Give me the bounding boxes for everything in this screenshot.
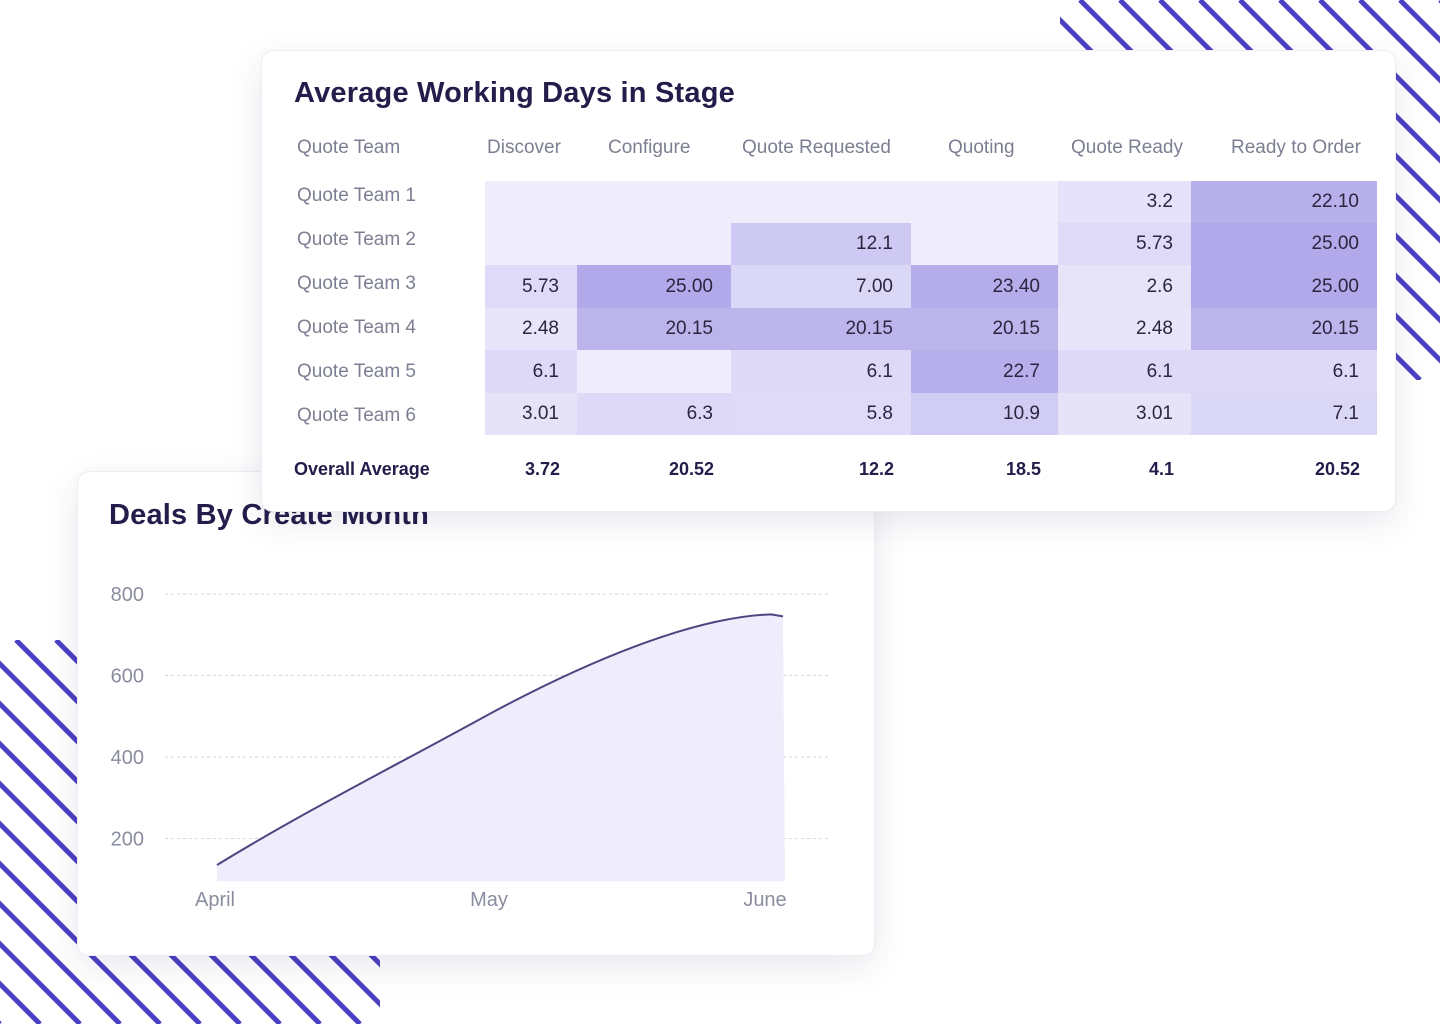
heatmap-cell: 20.15 xyxy=(577,308,731,350)
heatmap-cell: 6.1 xyxy=(731,350,911,393)
heatmap-cell: 6.1 xyxy=(1191,350,1377,393)
stripe xyxy=(1358,0,1440,84)
heatmap-cell xyxy=(731,181,911,223)
heatmap-cell: 7.00 xyxy=(731,265,911,308)
overall-average-value: 3.72 xyxy=(524,459,560,479)
y-tick-label: 400 xyxy=(111,747,144,769)
deals-area-chart: 200 400 600 800 April May June xyxy=(111,584,830,911)
heatmap-column-header: Quote Ready xyxy=(1071,137,1183,158)
heatmap-cell: 5.8 xyxy=(731,393,911,435)
heatmap-cell xyxy=(577,181,731,223)
heatmap-column-header: Ready to Order xyxy=(1231,137,1361,158)
heatmap-cell: 20.15 xyxy=(911,308,1058,350)
heatmap-row-label: Quote Team 3 xyxy=(297,273,417,294)
series-line xyxy=(216,613,784,866)
heatmap-row-label: Quote Team 4 xyxy=(297,317,417,338)
heatmap-cell xyxy=(911,181,1058,223)
heatmap-cell: 3.01 xyxy=(1058,393,1191,435)
heatmap-cell: 10.9 xyxy=(911,393,1058,435)
x-tick-label: April xyxy=(195,889,235,911)
heatmap-cell xyxy=(485,181,577,223)
heatmap-row-label: Quote Team 2 xyxy=(297,229,417,250)
stripe xyxy=(0,940,82,1024)
heatmap-cell xyxy=(577,350,731,393)
overall-average-label: Overall Average xyxy=(294,459,430,479)
overall-average-value: 20.52 xyxy=(668,459,714,479)
average-working-days-card: Average Working Days in Stage Quote Team… xyxy=(261,50,1396,512)
heatmap-cell: 6.3 xyxy=(577,393,731,435)
heatmap-cell: 6.1 xyxy=(485,350,577,393)
heatmap-cell: 25.00 xyxy=(577,265,731,308)
deals-by-create-month-card: Deals By Create Month 200 400 600 800 April M… xyxy=(77,471,875,956)
overall-average-value: 4.1 xyxy=(1148,459,1174,479)
heatmap-cell xyxy=(577,223,731,265)
heatmap-column-header: Discover xyxy=(487,137,561,158)
x-tick-label: June xyxy=(743,889,786,911)
heatmap-row-header: Quote Team xyxy=(297,137,401,158)
stripe xyxy=(0,860,162,1024)
heatmap-cell: 20.15 xyxy=(731,308,911,350)
heatmap-cell: 5.73 xyxy=(485,265,577,308)
stripe xyxy=(0,900,122,1024)
heatmap-column-header: Quoting xyxy=(948,137,1015,158)
heatmap-cell xyxy=(485,223,577,265)
heatmap-cell: 2.48 xyxy=(1058,308,1191,350)
y-tick-label: 600 xyxy=(111,666,144,688)
heatmap-cell: 22.10 xyxy=(1191,181,1377,223)
heatmap-column-header: Configure xyxy=(608,137,691,158)
heatmap-cell: 23.40 xyxy=(911,265,1058,308)
heatmap-cell: 22.7 xyxy=(911,350,1058,393)
heatmap-cell: 2.48 xyxy=(485,308,577,350)
stripe xyxy=(0,780,242,1024)
y-tick-label: 800 xyxy=(111,584,144,606)
heatmap-cell: 25.00 xyxy=(1191,223,1377,265)
heatmap-cell: 12.1 xyxy=(731,223,911,265)
heatmap-cell: 25.00 xyxy=(1191,265,1377,308)
heatmap-cell: 3.2 xyxy=(1058,181,1191,223)
overall-average-value: 18.5 xyxy=(1005,459,1041,479)
heatmap-cell: 3.01 xyxy=(485,393,577,435)
heatmap-row-label: Quote Team 6 xyxy=(297,405,417,426)
heatmap-cell: 20.15 xyxy=(1191,308,1377,350)
overall-average-value: 12.2 xyxy=(858,459,894,479)
y-tick-label: 200 xyxy=(111,829,144,851)
area-fill xyxy=(217,614,785,882)
overall-average-value: 20.52 xyxy=(1314,459,1360,479)
x-tick-label: May xyxy=(470,889,508,911)
heatmap-cell: 2.6 xyxy=(1058,265,1191,308)
heatmap-cell: 6.1 xyxy=(1058,350,1191,393)
stripe xyxy=(0,820,202,1024)
heatmap-cell: 7.1 xyxy=(1191,393,1377,435)
heatmap-cell xyxy=(911,223,1058,265)
heatmap-column-header: Quote Requested xyxy=(742,137,891,158)
heatmap-row-label: Quote Team 5 xyxy=(297,361,417,382)
heatmap-cell: 5.73 xyxy=(1058,223,1191,265)
stage-card-title: Average Working Days in Stage xyxy=(294,77,735,109)
heatmap-row-label: Quote Team 1 xyxy=(297,185,417,206)
